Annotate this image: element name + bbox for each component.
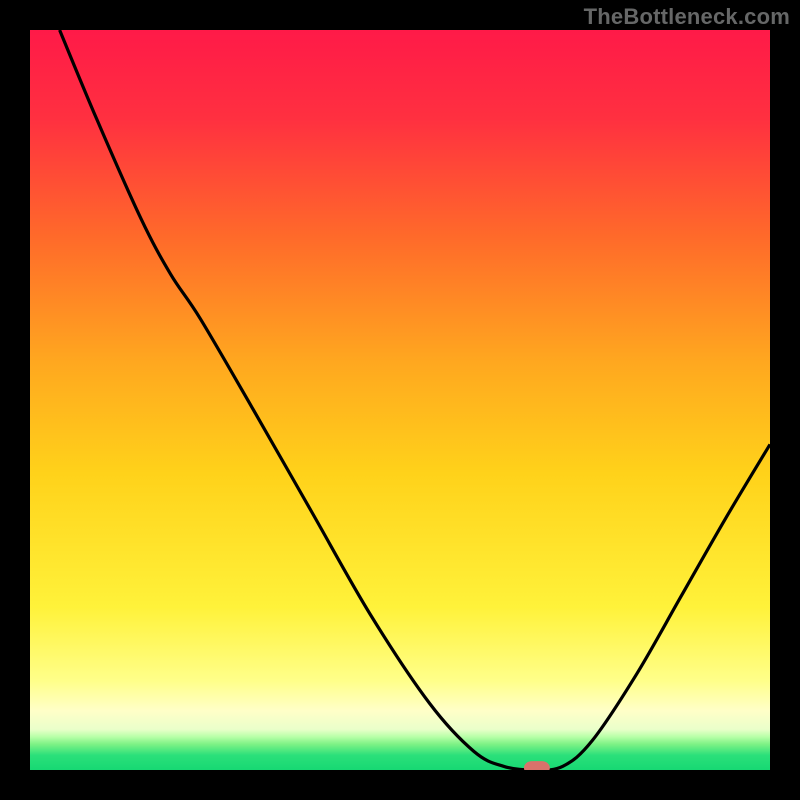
chart-stage: TheBottleneck.com <box>0 0 800 800</box>
plot-area <box>30 30 770 770</box>
watermark-text: TheBottleneck.com <box>584 4 790 30</box>
bottleneck-curve <box>60 30 770 770</box>
curve-layer <box>30 30 770 770</box>
min-marker <box>524 761 550 770</box>
